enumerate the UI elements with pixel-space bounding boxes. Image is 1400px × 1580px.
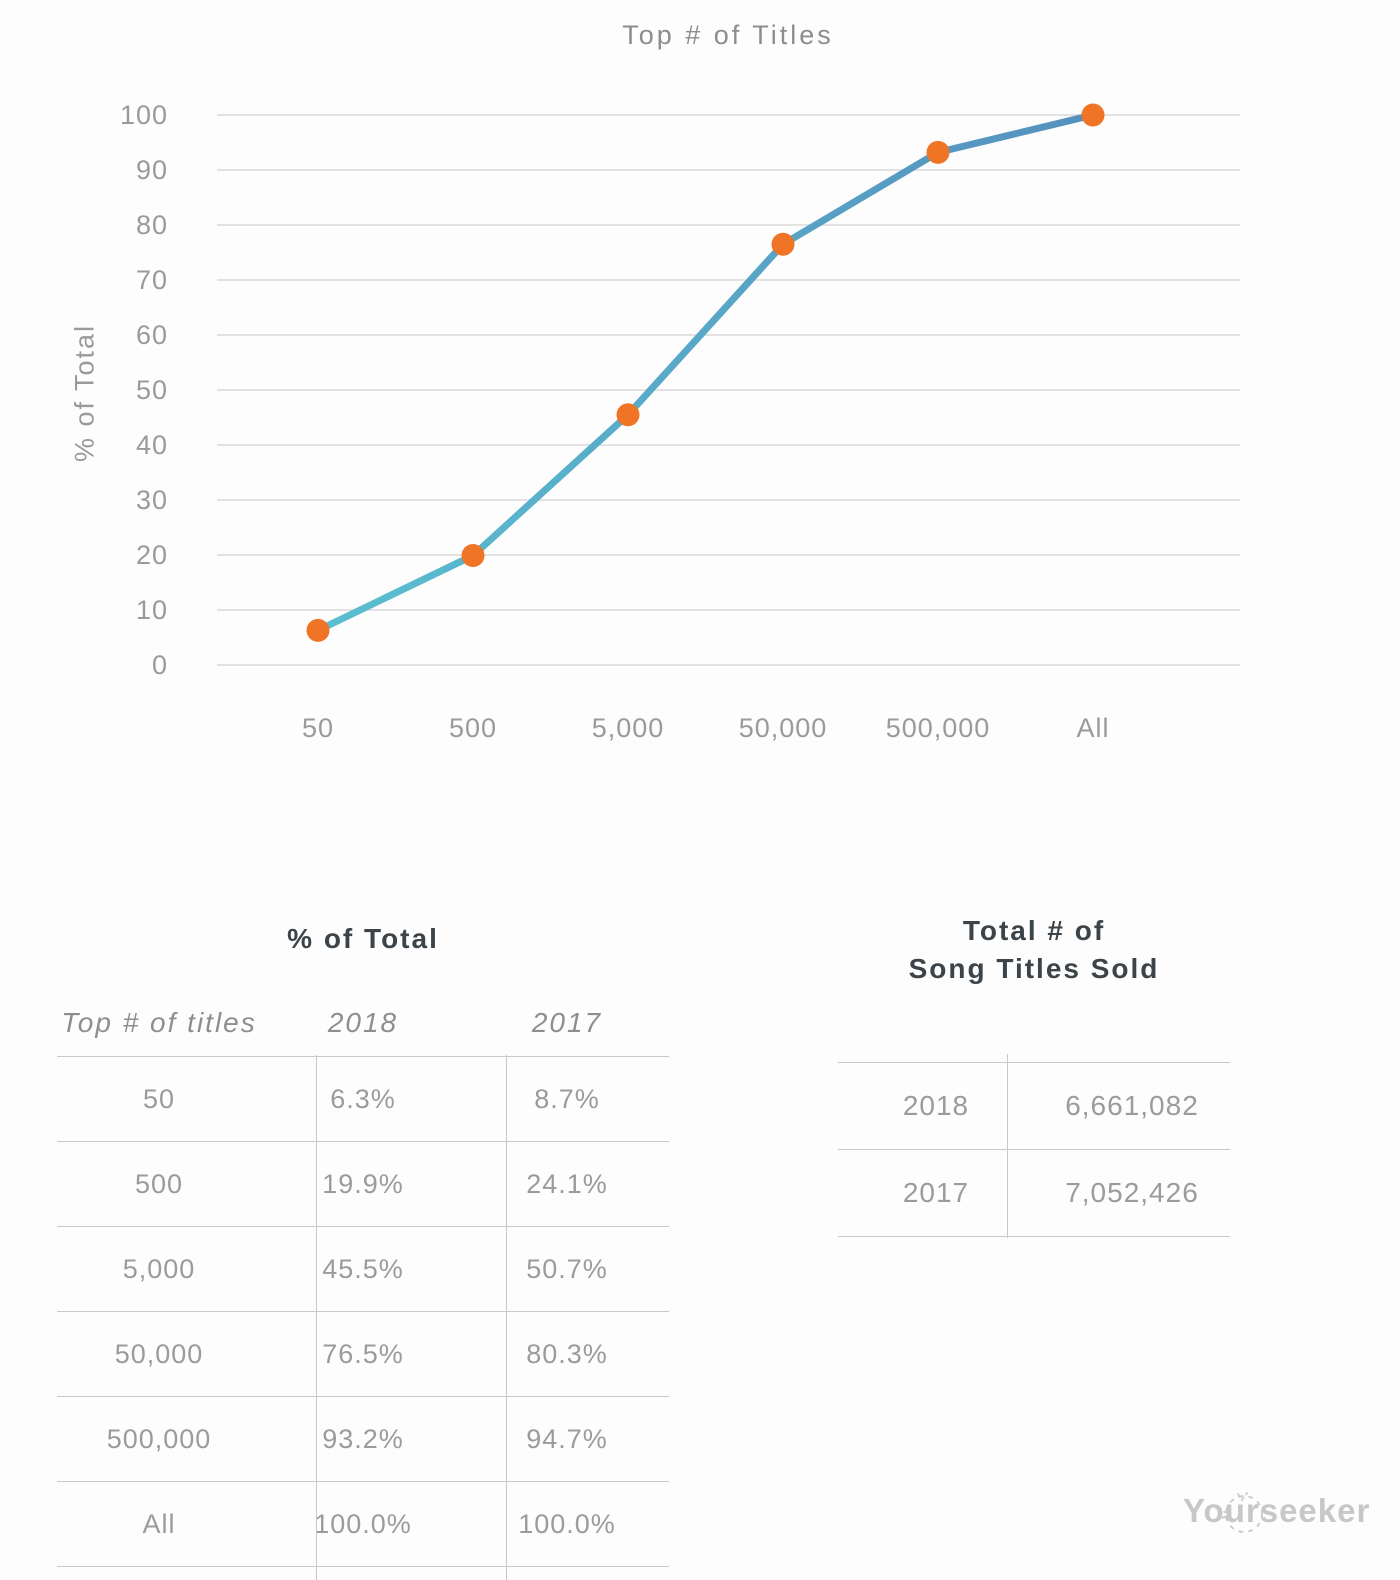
totals-table: 2018 6,661,082 2017 7,052,426 (838, 1062, 1230, 1237)
chart-title: Top # of Titles (622, 20, 834, 50)
column-divider (506, 1055, 507, 1580)
line-chart: 0 10 20 30 40 50 60 70 80 90 100 50 500 5,000 50,000 50… (120, 100, 1240, 743)
table-cell: 8.7% (465, 1056, 669, 1142)
table-cell: 50,000 (57, 1311, 261, 1397)
y-tick-label: 50 (136, 375, 168, 405)
series-line (314, 111, 1097, 634)
y-tick-label: 70 (136, 265, 168, 295)
table-cell: 50.7% (465, 1226, 669, 1312)
table-cell: All (57, 1481, 261, 1567)
table-cell: 2017 (838, 1149, 1034, 1237)
y-tick-label: 10 (136, 595, 168, 625)
y-tick-label: 100 (120, 100, 168, 130)
yourseeker-logo-text: Yourseeker (1183, 1492, 1371, 1529)
table-cell: 100.0% (465, 1481, 669, 1567)
table-cell: 7,052,426 (1034, 1149, 1230, 1237)
y-tick-label: 60 (136, 320, 168, 350)
y-tick-label: 40 (136, 430, 168, 460)
y-tick-label: 20 (136, 540, 168, 570)
table-cell: 50 (57, 1056, 261, 1142)
y-tick-label: 90 (136, 155, 168, 185)
table-cell: 2018 (838, 1062, 1034, 1150)
yourseeker-logo-icon (1213, 1492, 1263, 1533)
data-point-marker (771, 232, 795, 256)
table-row: 2018 6,661,082 (838, 1062, 1230, 1150)
totals-table-title-line2: Song Titles Sold (908, 953, 1160, 984)
table-cell: 19.9% (261, 1141, 465, 1227)
percent-table-header: Top # of titles 2018 2017 (57, 990, 669, 1057)
data-point-marker (461, 544, 485, 568)
table-cell: 80.3% (465, 1311, 669, 1397)
column-header: 2018 (261, 990, 465, 1057)
table-cell: 45.5% (261, 1226, 465, 1312)
table-row: 500 19.9% 24.1% (57, 1141, 669, 1227)
percent-table-title: % of Total (287, 923, 439, 954)
y-tick-label: 0 (152, 650, 168, 680)
x-tick-label: 500,000 (886, 713, 991, 743)
x-tick-label: 50,000 (739, 713, 828, 743)
table-cell: 94.7% (465, 1396, 669, 1482)
table-cell: 93.2% (261, 1396, 465, 1482)
totals-table-title-line1: Total # of (962, 915, 1106, 946)
data-point-marker (306, 618, 330, 642)
table-cell: 24.1% (465, 1141, 669, 1227)
table-row: 50 6.3% 8.7% (57, 1056, 669, 1142)
x-tick-label: 5,000 (592, 713, 665, 743)
table-row: 2017 7,052,426 (838, 1149, 1230, 1237)
data-point-marker (616, 403, 640, 427)
totals-table-title: Total # of Song Titles Sold (838, 912, 1230, 988)
table-row: 500,000 93.2% 94.7% (57, 1396, 669, 1482)
column-divider (1007, 1054, 1008, 1238)
y-tick-label: 80 (136, 210, 168, 240)
column-divider (316, 1055, 317, 1580)
y-tick-label: 30 (136, 485, 168, 515)
table-row: 50,000 76.5% 80.3% (57, 1311, 669, 1397)
table-cell: 500,000 (57, 1396, 261, 1482)
table-cell: 500 (57, 1141, 261, 1227)
table-cell: 100.0% (261, 1481, 465, 1567)
data-point-marker (926, 140, 950, 164)
x-tick-label: 50 (302, 713, 334, 743)
table-cell: 6.3% (261, 1056, 465, 1142)
percent-table: Top # of titles 2018 2017 50 6.3% 8.7% 500 19.… (57, 990, 669, 1567)
table-cell: 5,000 (57, 1226, 261, 1312)
data-point-marker (1081, 103, 1105, 127)
column-header: Top # of titles (57, 990, 261, 1057)
table-row: All 100.0% 100.0% (57, 1481, 669, 1567)
table-row: 5,000 45.5% 50.7% (57, 1226, 669, 1312)
column-header: 2017 (465, 990, 669, 1057)
table-cell: 6,661,082 (1034, 1062, 1230, 1150)
x-tick-label: All (1076, 713, 1109, 743)
x-tick-label: 500 (449, 713, 497, 743)
table-cell: 76.5% (261, 1311, 465, 1397)
